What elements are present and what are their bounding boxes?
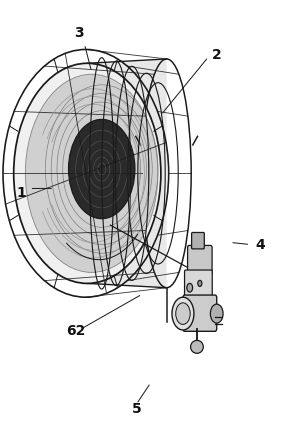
FancyBboxPatch shape [188, 246, 212, 275]
Text: 3: 3 [74, 26, 84, 40]
Ellipse shape [198, 281, 202, 286]
Ellipse shape [25, 74, 158, 272]
Text: 62: 62 [66, 324, 86, 338]
Text: 2: 2 [212, 48, 222, 61]
Text: 1: 1 [16, 186, 26, 200]
FancyBboxPatch shape [192, 233, 204, 249]
Ellipse shape [210, 304, 223, 323]
Ellipse shape [14, 63, 161, 284]
Text: 4: 4 [255, 238, 265, 252]
FancyBboxPatch shape [183, 295, 217, 331]
Ellipse shape [187, 284, 193, 292]
FancyBboxPatch shape [184, 270, 212, 297]
Text: 5: 5 [131, 401, 141, 416]
Ellipse shape [191, 340, 203, 353]
Ellipse shape [68, 120, 135, 219]
Ellipse shape [172, 297, 194, 330]
Ellipse shape [176, 303, 190, 324]
Polygon shape [87, 59, 167, 288]
